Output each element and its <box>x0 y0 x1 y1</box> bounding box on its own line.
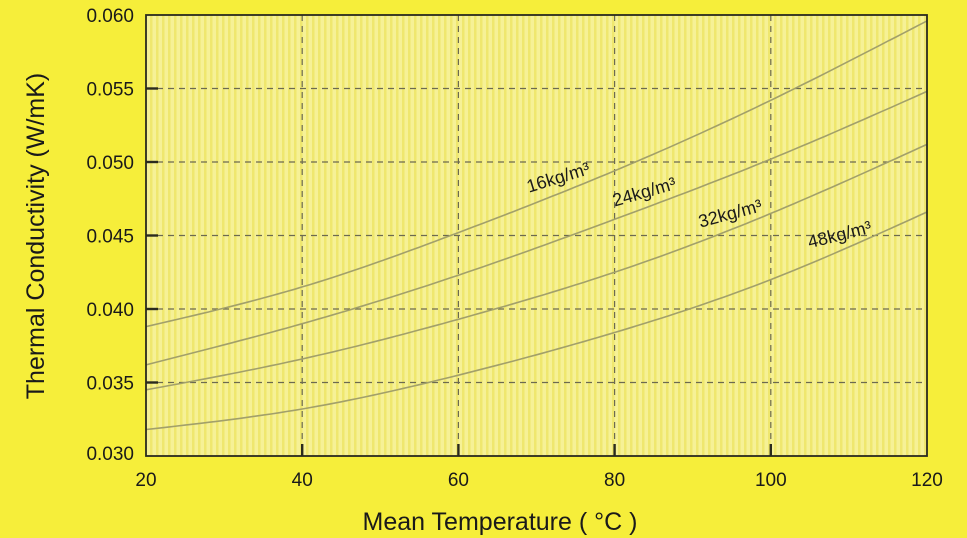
x-tick-label: 40 <box>292 470 313 491</box>
y-tick-label: 0.055 <box>86 80 134 101</box>
y-tick-label: 0.050 <box>86 153 134 174</box>
y-tick-label: 0.060 <box>86 6 134 27</box>
series-line <box>145 90 928 366</box>
y-tick-label: 0.035 <box>86 374 134 395</box>
y-axis-ticks: 0.030 0.035 0.040 0.045 0.050 0.055 0.060 <box>86 6 158 465</box>
y-tick-label: 0.030 <box>86 444 134 465</box>
x-tick-label: 80 <box>604 470 625 491</box>
x-axis-title: Mean Temperature ( °C ) <box>363 508 638 536</box>
x-tick-label: 60 <box>448 470 469 491</box>
x-tick-label: 100 <box>755 470 787 491</box>
x-tick-label: 20 <box>135 470 156 491</box>
y-axis-title: Thermal Conductivity (W/mK) <box>22 73 50 399</box>
series-line <box>145 211 928 431</box>
series-group <box>145 20 928 431</box>
y-tick-label: 0.045 <box>86 227 134 248</box>
series-line <box>145 143 928 391</box>
grid <box>146 15 927 456</box>
x-axis-ticks: 20 40 60 80 100 120 <box>135 444 943 491</box>
y-tick-label: 0.040 <box>86 300 134 321</box>
series-line <box>145 20 928 328</box>
x-tick-label: 120 <box>911 470 943 491</box>
